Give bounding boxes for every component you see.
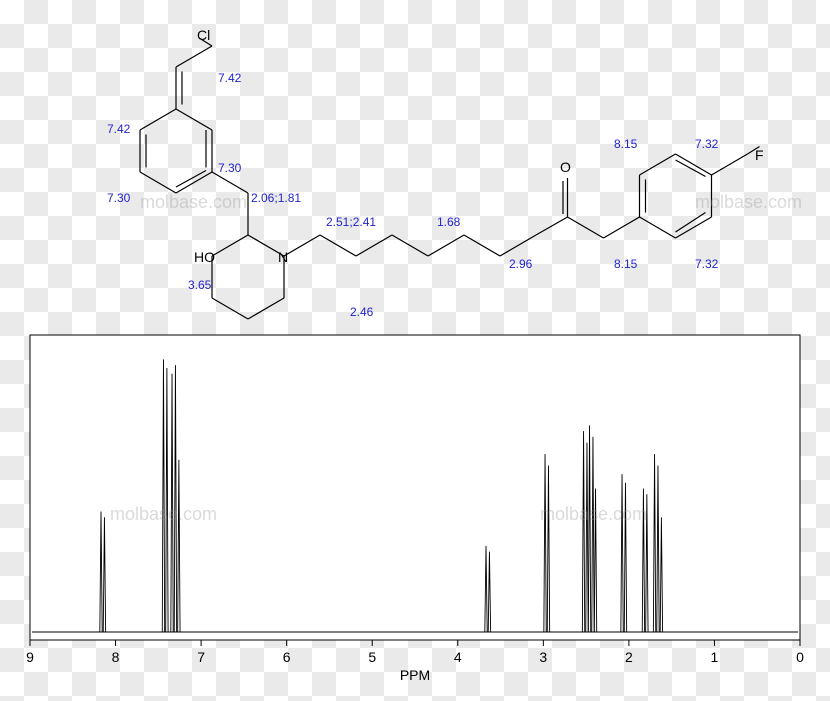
spectrum-bg	[30, 335, 800, 640]
chemical-shift-label: 7.30	[218, 161, 242, 175]
axis-tick-label: 6	[283, 649, 291, 665]
bond	[640, 217, 676, 238]
bond	[392, 235, 428, 256]
axis-tick-label: 1	[711, 649, 719, 665]
axis-label: PPM	[400, 667, 430, 683]
chemical-shift-label: 8.15	[614, 257, 638, 271]
bond	[356, 235, 392, 256]
chemical-shift-label: 2.96	[509, 257, 533, 271]
axis-tick-label: 5	[368, 649, 376, 665]
bond	[500, 235, 536, 256]
chemical-shift-label: 8.15	[614, 137, 638, 151]
bond	[212, 298, 248, 319]
bond	[284, 235, 320, 256]
bond	[212, 172, 248, 193]
bond	[464, 235, 500, 256]
atom-label: Cl	[197, 27, 210, 43]
bond	[712, 154, 748, 175]
chemical-shift-label: 7.42	[107, 122, 131, 136]
watermark: molbase.com	[140, 192, 247, 212]
watermark: molbase.com	[695, 192, 802, 212]
chemical-shift-label: 3.65	[188, 278, 212, 292]
axis-tick-label: 2	[625, 649, 633, 665]
chemical-shift-label: 2.06;1.81	[251, 191, 301, 205]
chemical-shift-label: 2.51;2.41	[326, 215, 376, 229]
bond	[568, 217, 604, 238]
bond	[640, 154, 676, 175]
atom-label: O	[560, 159, 571, 175]
bond	[428, 235, 464, 256]
chemical-shift-label: 2.46	[350, 305, 374, 319]
bond	[212, 235, 248, 256]
chemical-shift-label: 7.42	[218, 71, 242, 85]
chemical-shift-label: 7.32	[695, 257, 719, 271]
chemical-shift-label: 7.32	[695, 137, 719, 151]
axis-tick-label: 0	[796, 649, 804, 665]
axis-tick-label: 8	[112, 649, 120, 665]
watermark: molbase.com	[540, 504, 647, 524]
atom-label: HO	[194, 249, 215, 265]
axis-tick-label: 3	[539, 649, 547, 665]
bond	[604, 217, 640, 238]
figure-root: { "structure": { "stroke": "#000000", "s…	[0, 0, 830, 701]
atom-label: F	[755, 147, 764, 163]
chemical-shift-label: 7.30	[107, 191, 131, 205]
chemical-shift-label: 1.68	[437, 215, 461, 229]
bond	[140, 109, 176, 130]
bond	[176, 109, 212, 130]
axis-tick-label: 7	[197, 649, 205, 665]
bond	[176, 172, 212, 193]
watermark: molbase.com	[110, 504, 217, 524]
figure-svg: Cl N HO O F 7.42 7.42 7.30 7.30 2.06;1.81 2.51;2.4…	[0, 0, 830, 701]
atom-label: N	[278, 249, 288, 265]
bond	[536, 217, 568, 235]
bond	[248, 298, 284, 319]
axis-tick-label: 4	[454, 649, 462, 665]
bond	[176, 46, 212, 67]
bond	[676, 154, 712, 175]
axis-tick-label: 9	[26, 649, 34, 665]
bond	[320, 235, 356, 256]
bond	[140, 172, 176, 193]
